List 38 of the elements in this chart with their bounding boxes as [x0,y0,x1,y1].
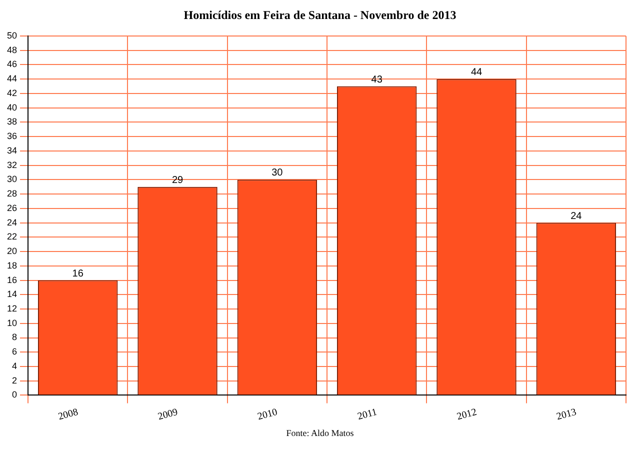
y-tick-label: 46 [6,59,18,70]
y-tick-label: 14 [6,289,18,300]
y-tick-label: 28 [6,188,18,199]
y-tick-label: 18 [6,260,18,270]
y-tick-label: 42 [6,88,18,98]
x-tick-label: 2008 [57,406,80,423]
y-tick-label: 2 [12,375,18,386]
y-tick-label: 32 [6,160,18,170]
y-tick-label: 24 [6,217,18,228]
source-note: Fonte: Aldo Matos [285,428,355,438]
y-tick-label: 44 [6,74,18,84]
x-tick-label: 2010 [256,406,279,423]
y-tick-label: 4 [12,360,18,371]
y-tick-label: 22 [6,232,18,242]
x-tick-label: 2011 [356,406,378,423]
data-label: 30 [272,168,284,179]
data-label: 16 [72,268,84,280]
y-tick-label: 30 [6,174,18,184]
y-tick-label: 26 [6,202,18,213]
y-tick-label: 36 [6,131,18,142]
y-tick-label: 38 [6,116,18,127]
y-tick-label: 40 [6,102,18,112]
data-label: 44 [470,67,482,78]
y-tick-label: 10 [6,318,18,328]
data-label: 24 [570,210,582,222]
y-tick-label: 8 [12,332,18,342]
y-tick-label: 12 [6,304,18,314]
y-tick-label: 48 [6,44,18,55]
y-tick-label: 50 [6,30,18,40]
x-tick-label: 2012 [456,406,478,423]
y-tick-label: 6 [12,346,18,357]
chart-title: Homicídios em Feira de Santana - Novembro de 2013 [182,7,458,24]
x-tick-label: 2013 [555,406,578,423]
y-tick-label: 16 [6,274,18,285]
y-tick-label: 0 [12,390,18,400]
y-tick-label: 34 [6,145,18,156]
y-tick-label: 20 [6,246,18,256]
x-tick-label: 2009 [156,406,179,423]
